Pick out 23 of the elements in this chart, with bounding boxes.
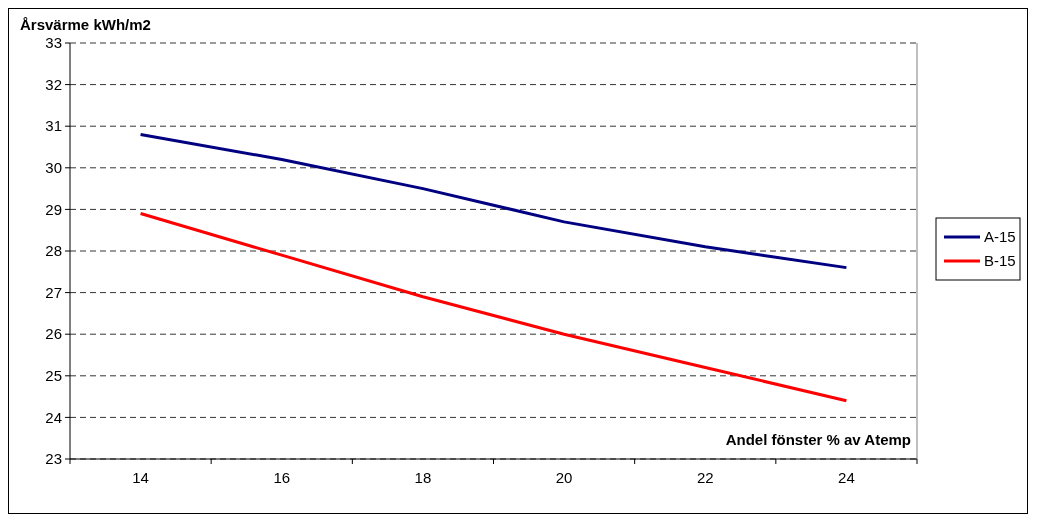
x-tick-label: 20: [555, 469, 573, 486]
x-tick-label: 22: [696, 469, 714, 486]
y-tick-label: 25: [45, 367, 62, 385]
legend-label: B-15: [984, 252, 1016, 270]
line-series: [139, 212, 848, 403]
y-axis-title: Årsvärme kWh/m2: [20, 16, 151, 33]
y-tick-label: 26: [45, 325, 62, 343]
y-tick-label: 29: [45, 200, 62, 218]
x-tick-label: 18: [414, 469, 432, 486]
y-tick-label: 33: [45, 34, 62, 52]
legend-label: A-15: [984, 228, 1016, 246]
x-axis-title: Andel fönster % av Atemp: [725, 431, 911, 448]
line-series: [139, 133, 848, 270]
y-tick-label: 32: [45, 75, 62, 93]
y-tick-label: 27: [45, 283, 62, 301]
y-tick-label: 31: [45, 117, 62, 135]
x-tick-label: 16: [273, 469, 291, 486]
y-tick-label: 24: [45, 408, 62, 426]
y-tick-label: 23: [45, 450, 62, 468]
y-tick-label: 28: [45, 242, 62, 260]
y-tick-label: 30: [45, 159, 62, 177]
x-tick-label: 14: [132, 469, 149, 486]
x-tick-label: 24: [838, 469, 855, 486]
